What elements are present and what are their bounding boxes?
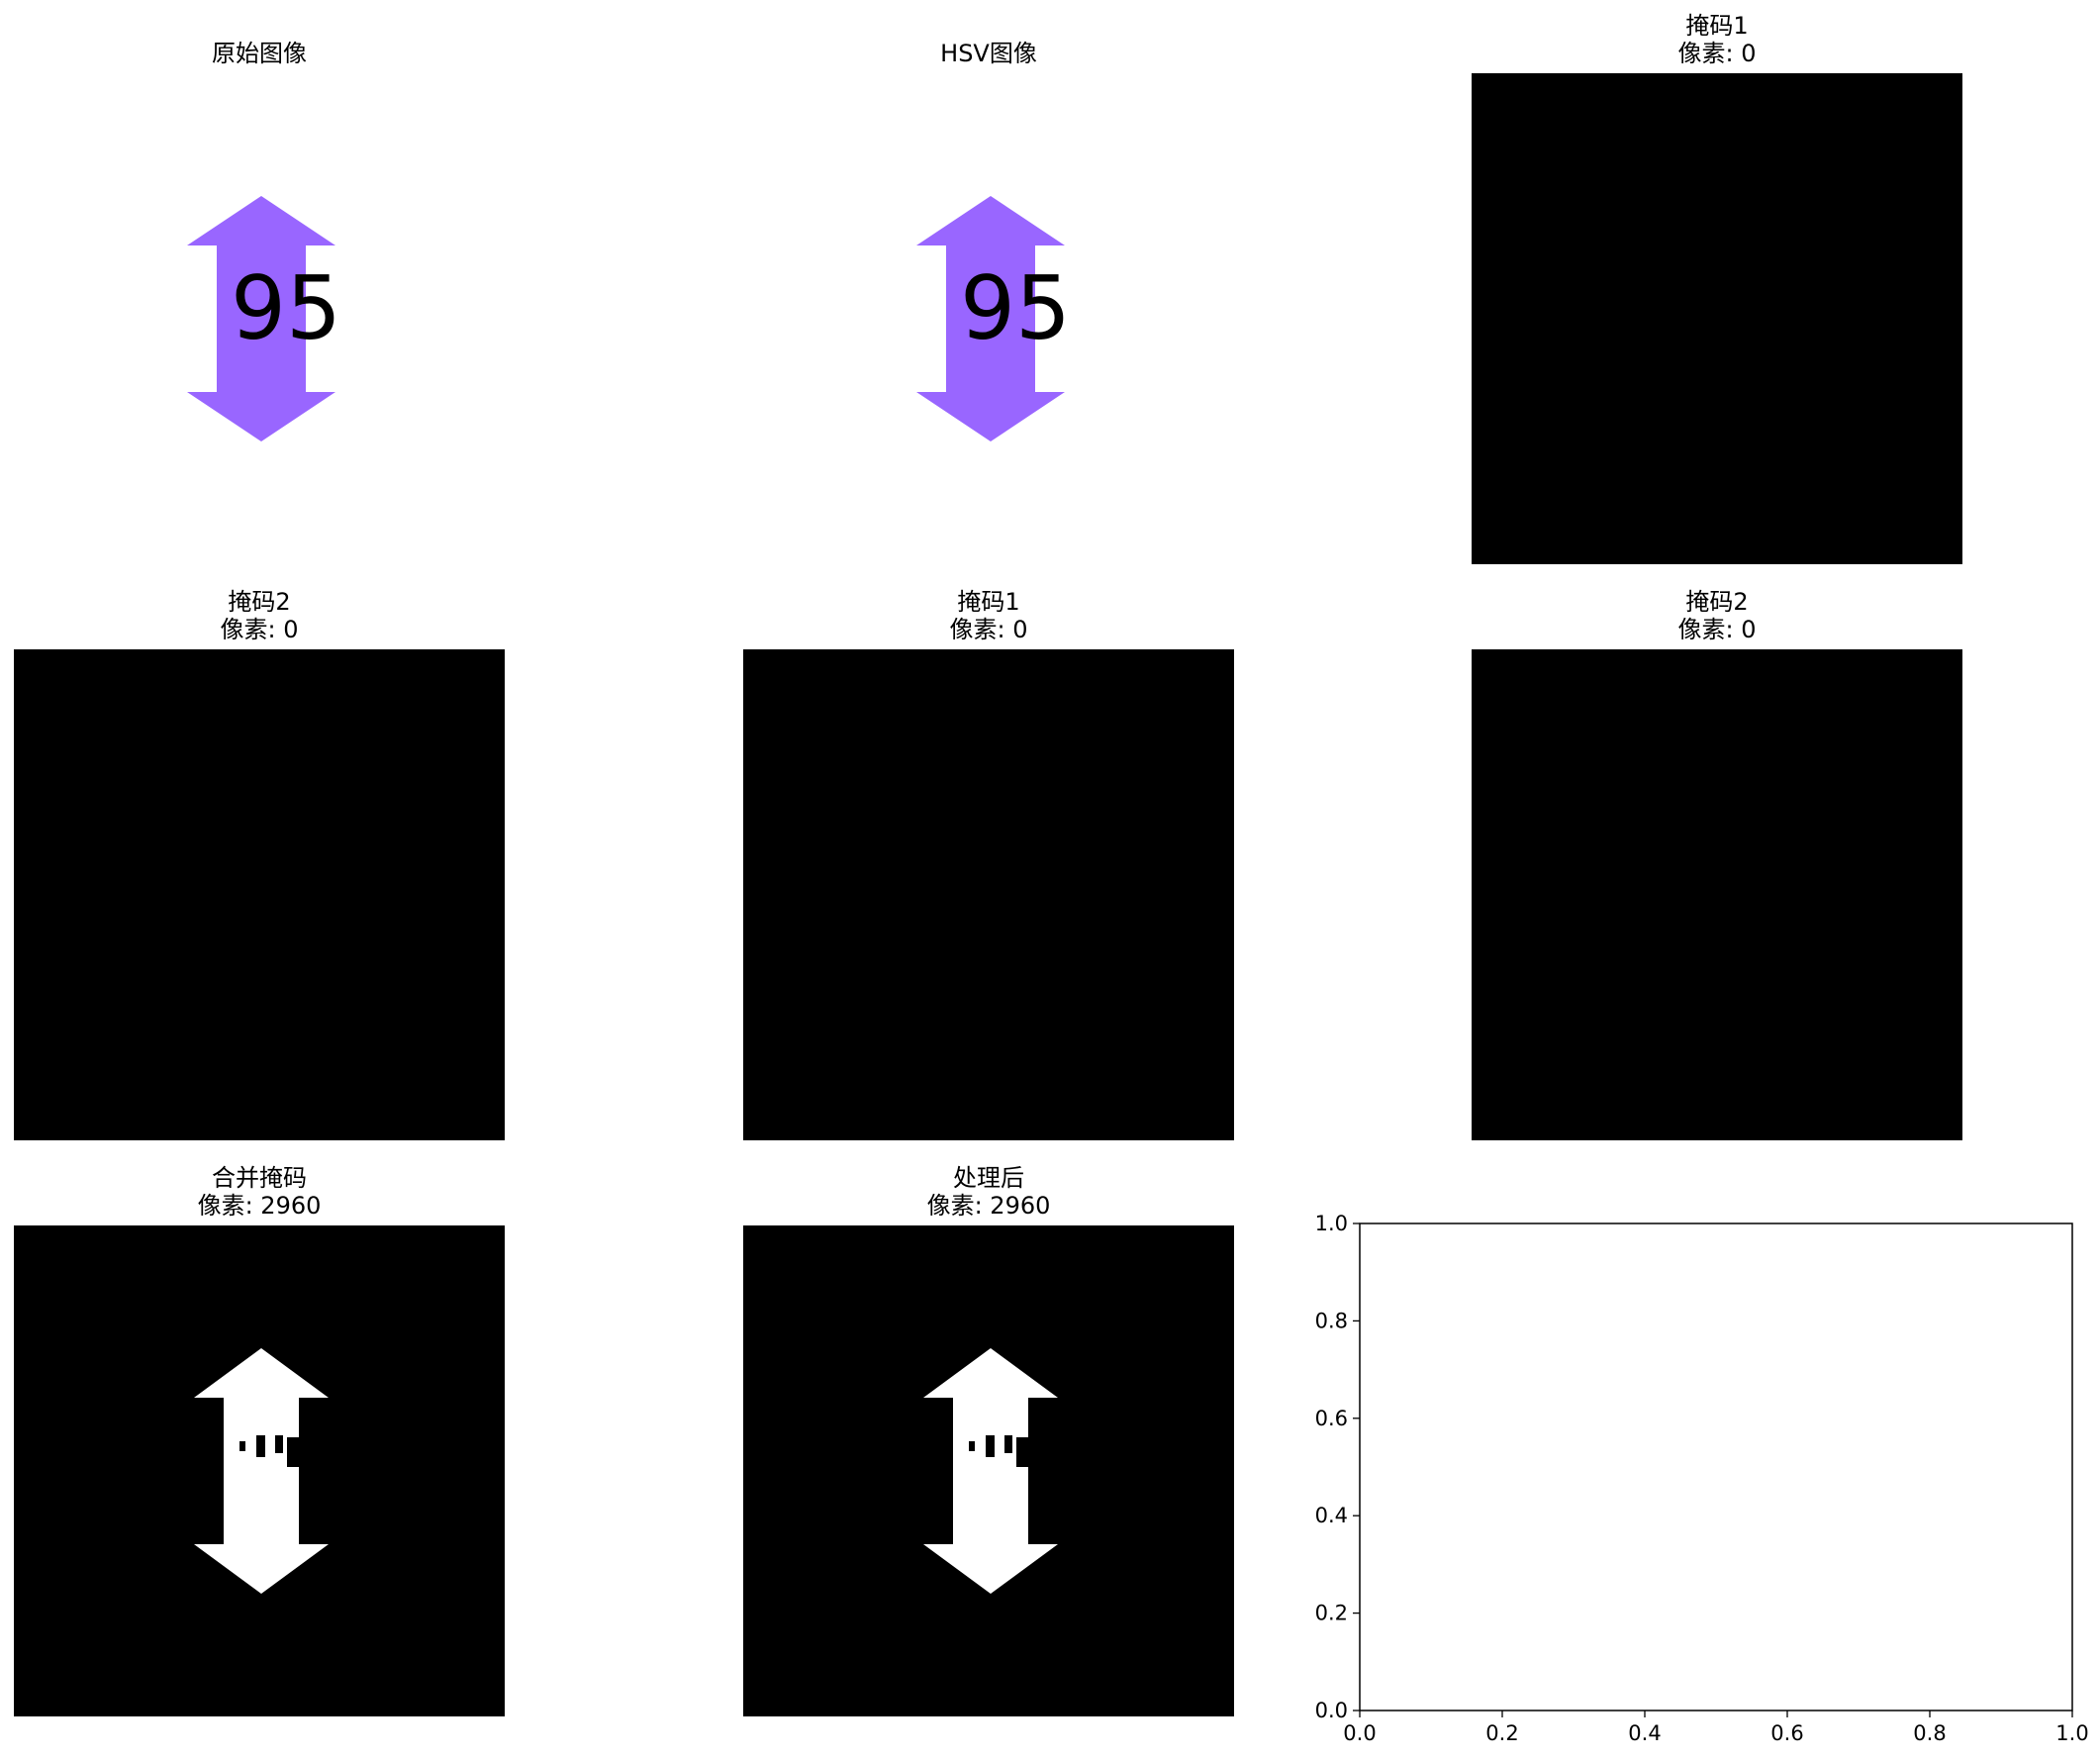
y-tick-label: 0.2 <box>1315 1602 1348 1625</box>
arrow-image: 95 <box>187 196 341 441</box>
mask-image <box>743 649 1234 1140</box>
panel-mask1-top: 掩码1 像素: 0 <box>1472 0 1962 569</box>
mask-hole <box>275 1435 283 1453</box>
panel-combined-mask: 合并掩码 像素: 2960 <box>14 1152 505 1721</box>
panel-original: 原始图像 95 <box>14 0 505 569</box>
panel-title: 掩码1 <box>957 588 1020 616</box>
pixel-count: 像素: 0 <box>1677 40 1757 67</box>
panel-title: 合并掩码 <box>212 1164 307 1192</box>
mask-image <box>14 649 505 1140</box>
panel-hsv: HSV图像 95 <box>743 0 1234 569</box>
arrow-number: 95 <box>960 257 1071 359</box>
mask-hole <box>1004 1435 1012 1453</box>
arrow-number: 95 <box>231 257 341 359</box>
panel-title: 原始图像 <box>212 40 307 67</box>
y-tick-label: 1.0 <box>1315 1212 1348 1235</box>
x-tick-label: 0.2 <box>1485 1721 1518 1745</box>
mask-image <box>1472 649 1962 1140</box>
axes-frame <box>1359 1222 2073 1711</box>
arrow-mask <box>923 1348 1058 1594</box>
mask-hole <box>1016 1437 1028 1467</box>
panel-mask1-middle: 掩码1 像素: 0 <box>743 576 1234 1145</box>
panel-title: 掩码2 <box>228 588 291 616</box>
arrow-mask-shape <box>923 1348 1058 1594</box>
arrow-mask <box>194 1348 329 1594</box>
x-tick-label: 0.4 <box>1628 1721 1661 1745</box>
panel-mask2-right: 掩码2 像素: 0 <box>1472 576 1962 1145</box>
pixel-count: 像素: 0 <box>949 616 1028 643</box>
arrow-image: 95 <box>916 196 1071 441</box>
y-tick-label: 0.8 <box>1315 1309 1348 1332</box>
hsv-image: 95 <box>743 73 1234 564</box>
panel-title: HSV图像 <box>940 40 1037 67</box>
arrow-mask-shape <box>194 1348 329 1594</box>
y-tick-label: 0.6 <box>1315 1407 1348 1430</box>
pixel-count: 像素: 0 <box>220 616 299 643</box>
empty-axes-panel: 0.0 0.2 0.4 0.6 0.8 1.0 0.0 0.2 0.4 0.6 0.8 1.0 <box>1315 1212 2089 1745</box>
mask-hole <box>239 1441 245 1451</box>
original-image: 95 <box>14 73 505 564</box>
pixel-count: 像素: 2960 <box>197 1192 322 1220</box>
mask-image <box>743 1225 1234 1716</box>
y-tick-label: 0.4 <box>1315 1504 1348 1527</box>
pixel-count: 像素: 0 <box>1677 616 1757 643</box>
x-tick-label: 1.0 <box>2055 1721 2088 1745</box>
x-tick-label: 0.8 <box>1913 1721 1946 1745</box>
panel-title: 掩码1 <box>1685 12 1749 40</box>
mask-image <box>1472 73 1962 564</box>
x-tick-label: 0.0 <box>1343 1721 1376 1745</box>
mask-hole <box>969 1441 975 1451</box>
panel-title: 处理后 <box>953 1164 1024 1192</box>
mask-hole <box>986 1435 995 1457</box>
mask-hole <box>256 1435 265 1457</box>
y-tick-label: 0.0 <box>1315 1699 1348 1722</box>
pixel-count: 像素: 2960 <box>926 1192 1051 1220</box>
panel-title: 掩码2 <box>1685 588 1749 616</box>
x-tick-label: 0.6 <box>1770 1721 1803 1745</box>
panel-processed: 处理后 像素: 2960 <box>743 1152 1234 1721</box>
panel-mask2-left: 掩码2 像素: 0 <box>14 576 505 1145</box>
double-arrow-shape <box>187 196 335 441</box>
mask-hole <box>287 1437 299 1467</box>
mask-image <box>14 1225 505 1716</box>
double-arrow-shape <box>916 196 1065 441</box>
